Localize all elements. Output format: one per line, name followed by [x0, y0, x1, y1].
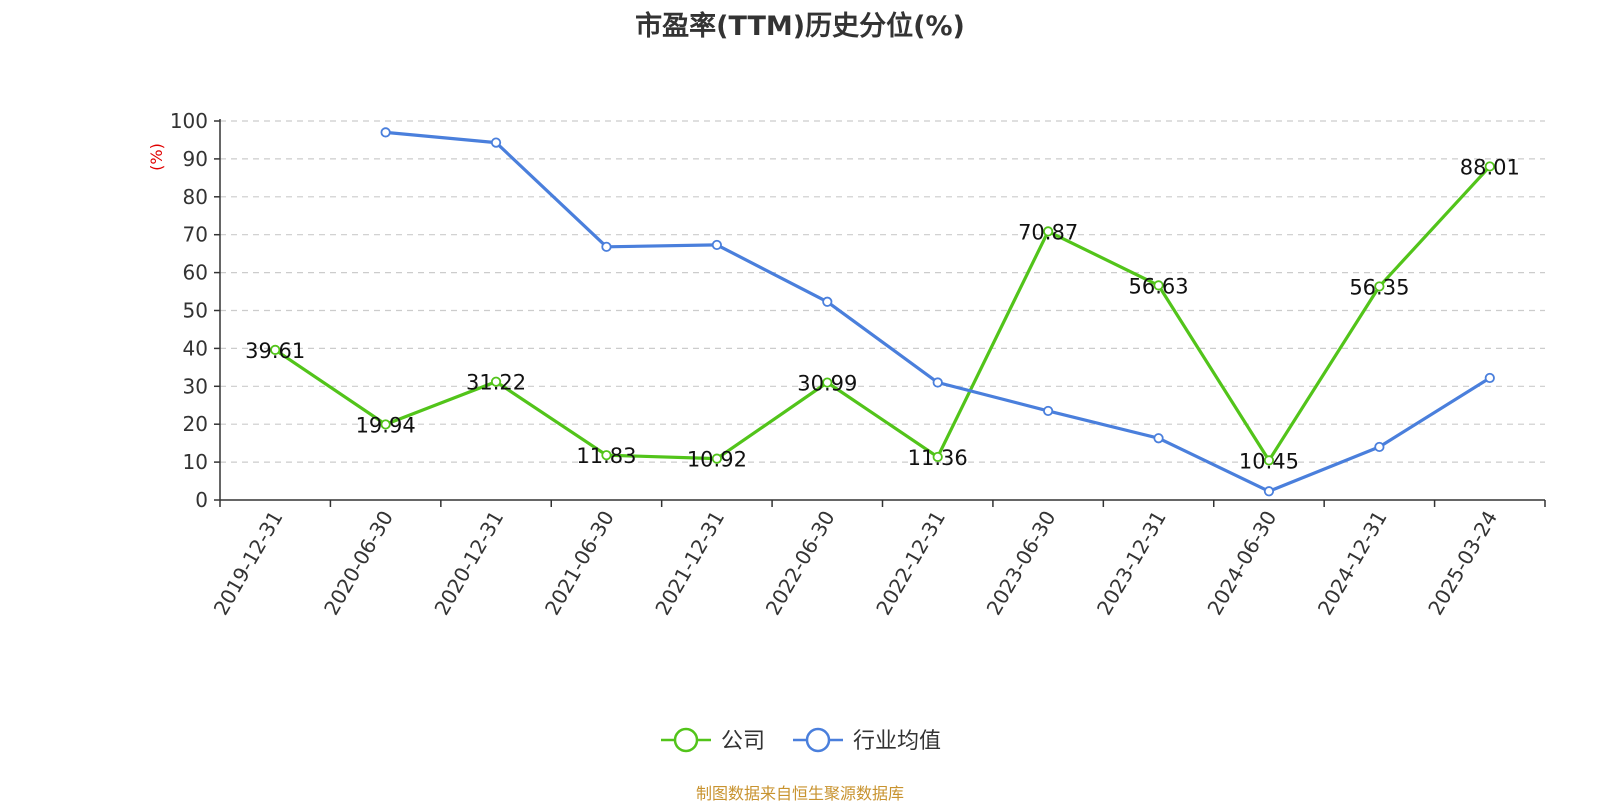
data-point: [711, 453, 722, 464]
data-point: [1153, 280, 1164, 291]
data-point: [380, 419, 391, 430]
data-point: [822, 377, 833, 388]
x-tick-label: 2021-12-31: [650, 507, 729, 620]
data-label: 56.35: [1349, 275, 1409, 299]
legend-marker: [673, 727, 699, 753]
y-tick-label: 80: [183, 185, 208, 209]
series-lines: [270, 127, 1495, 497]
data-point: [1374, 281, 1385, 292]
data-label: 70.87: [1018, 220, 1078, 244]
x-tick-label: 2021-06-30: [540, 507, 619, 620]
data-point: [1484, 161, 1495, 172]
data-label: 11.36: [908, 446, 968, 470]
y-tick-label: 90: [183, 147, 208, 171]
x-tick-label: 2022-06-30: [761, 507, 840, 620]
y-tick-label: 50: [183, 299, 208, 323]
y-axis-unit: (%): [147, 143, 166, 171]
data-point: [932, 451, 943, 463]
data-label: 10.92: [687, 448, 747, 472]
data-label: 11.83: [576, 444, 636, 468]
y-tick-label: 70: [183, 223, 208, 247]
data-label: 19.94: [356, 413, 416, 437]
y-tick-labels: 0 10 20 30 40 50 60 70 80 90 100: [170, 109, 208, 512]
data-point: [1153, 433, 1164, 444]
data-point: [380, 127, 391, 138]
chart-title: 市盈率(TTM)历史分位(%): [635, 11, 965, 42]
data-point: [1263, 455, 1275, 466]
x-tick-label: 2020-12-31: [429, 507, 508, 620]
data-labels: 39.61 19.94 31.22 11.83 10.92 30.99 11.36 70.87…: [245, 155, 1520, 473]
data-point: [601, 450, 612, 461]
grid-lines: [214, 120, 1545, 501]
x-tick-label: 2022-12-31: [871, 507, 950, 620]
data-point: [711, 239, 722, 251]
data-point: [490, 376, 502, 387]
data-point: [1043, 226, 1054, 237]
y-tick-label: 10: [183, 450, 208, 474]
source-note: 制图数据来自恒生聚源数据库: [695, 784, 904, 803]
data-point: [270, 344, 281, 355]
x-tick-label: 2019-12-31: [209, 507, 288, 620]
legend-marker: [805, 727, 831, 753]
legend-label: 行业均值: [853, 729, 941, 754]
data-label: 31.22: [466, 371, 526, 395]
data-label: 56.63: [1128, 274, 1188, 298]
x-tick-labels: 2019-12-31 2020-06-30 2020-12-31 2021-06-30…: [209, 507, 1502, 620]
y-tick-label: 0: [195, 488, 208, 512]
x-tick-label: 2025-03-24: [1423, 507, 1502, 620]
data-point: [490, 137, 502, 148]
data-point: [1263, 486, 1275, 497]
data-label: 39.61: [245, 339, 305, 363]
data-label: 10.45: [1239, 449, 1299, 473]
data-point: [822, 296, 833, 307]
x-tick-label: 2024-06-30: [1202, 507, 1281, 620]
data-point: [1043, 405, 1054, 417]
x-tick-label: 2020-06-30: [319, 507, 398, 620]
y-tick-label: 20: [183, 412, 208, 436]
data-point: [1484, 372, 1495, 384]
series-line-1: [385, 130, 1491, 493]
data-label: 88.01: [1460, 155, 1520, 179]
x-tick-label: 2024-12-31: [1313, 507, 1392, 620]
axes: [219, 119, 1546, 507]
data-point: [601, 241, 612, 252]
series-line-0: [274, 165, 1491, 462]
legend-label: 公司: [721, 729, 765, 754]
data-point: [932, 377, 943, 388]
y-tick-label: 30: [183, 374, 208, 398]
y-tick-label: 100: [170, 109, 208, 133]
y-tick-label: 40: [183, 336, 208, 360]
y-tick-label: 60: [183, 261, 208, 285]
legend: 公司 行业均值: [661, 727, 941, 754]
x-tick-label: 2023-12-31: [1092, 507, 1171, 620]
x-tick-label: 2023-06-30: [982, 507, 1061, 620]
data-label: 30.99: [797, 372, 857, 396]
data-point: [1374, 441, 1385, 453]
